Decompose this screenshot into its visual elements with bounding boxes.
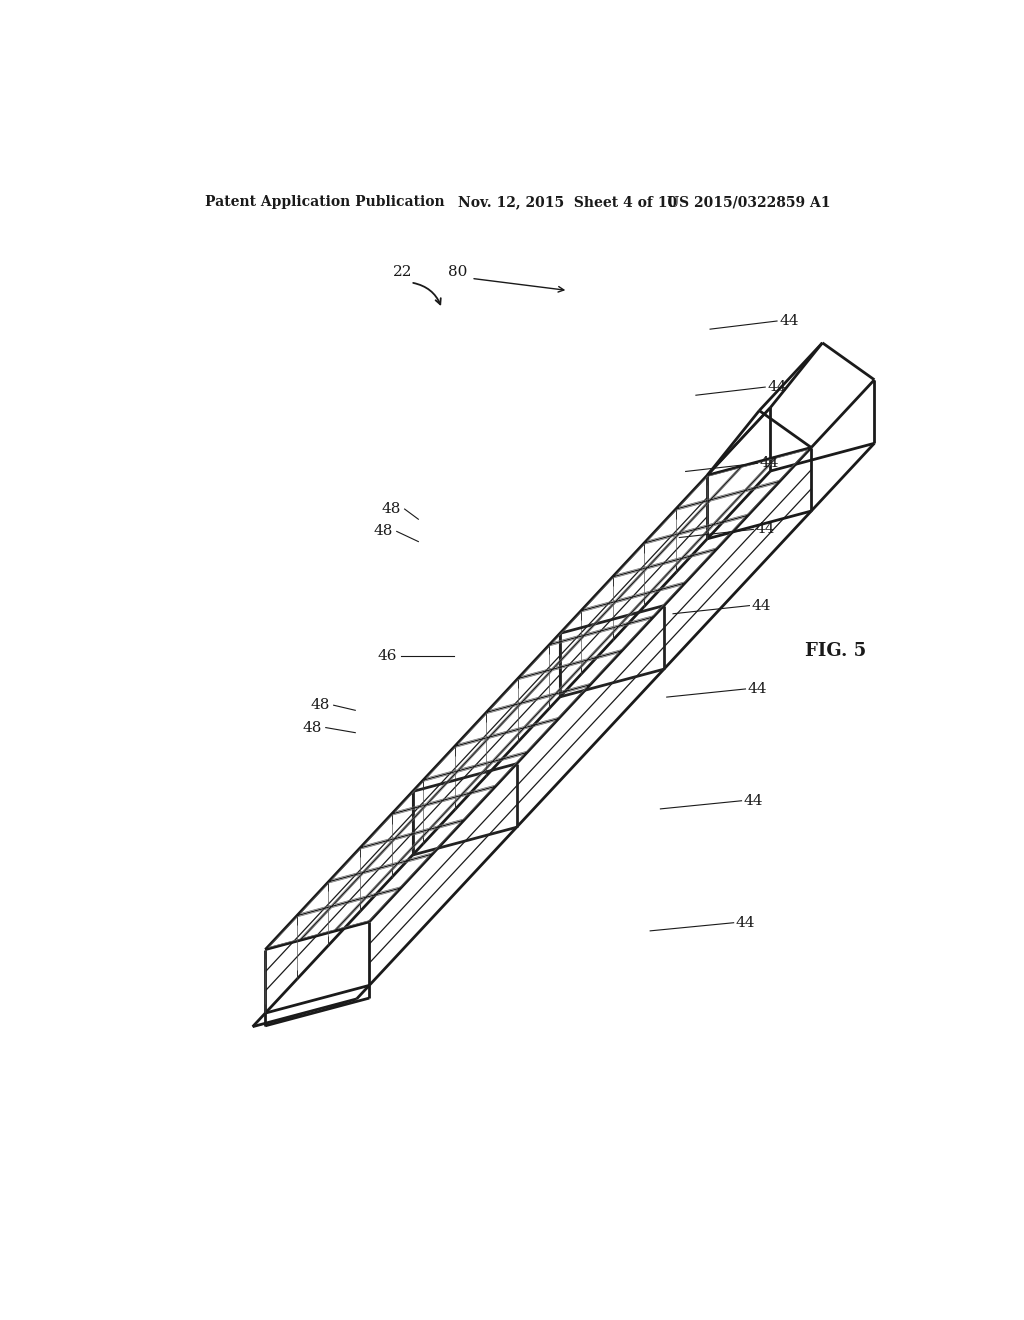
Text: 48: 48 [381, 502, 400, 516]
Text: 44: 44 [752, 598, 771, 612]
Text: 44: 44 [736, 916, 756, 929]
Text: 44: 44 [760, 457, 779, 470]
Text: 48: 48 [310, 698, 330, 713]
Text: US 2015/0322859 A1: US 2015/0322859 A1 [667, 195, 830, 209]
Text: 44: 44 [756, 523, 775, 536]
Text: 44: 44 [779, 314, 799, 329]
Text: Patent Application Publication: Patent Application Publication [206, 195, 445, 209]
Text: 80: 80 [449, 265, 468, 280]
Text: 44: 44 [768, 380, 787, 395]
Text: FIG. 5: FIG. 5 [805, 643, 866, 660]
Text: 48: 48 [373, 524, 392, 539]
Text: 46: 46 [377, 649, 396, 664]
Text: 22: 22 [393, 265, 413, 280]
Text: 48: 48 [302, 721, 322, 735]
Text: 44: 44 [743, 793, 763, 808]
Text: Nov. 12, 2015  Sheet 4 of 10: Nov. 12, 2015 Sheet 4 of 10 [458, 195, 677, 209]
Text: 44: 44 [748, 682, 767, 696]
